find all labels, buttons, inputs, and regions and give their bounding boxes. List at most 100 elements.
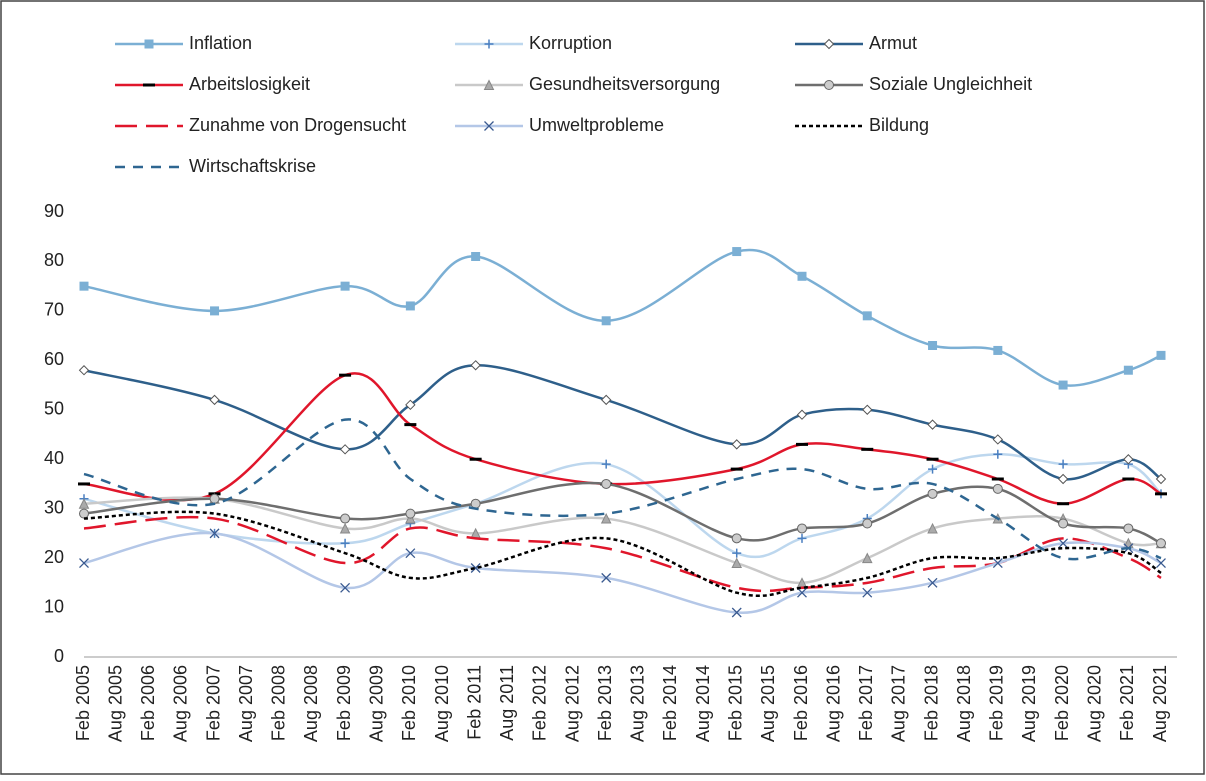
marker — [405, 399, 416, 411]
y-tick-label: 30 — [44, 497, 64, 517]
marker — [340, 281, 350, 291]
y-tick-label: 50 — [44, 399, 64, 419]
x-tick-label: Feb 2018 — [921, 665, 941, 741]
marker — [340, 513, 351, 524]
legend-label: Armut — [869, 33, 917, 53]
marker — [484, 39, 494, 49]
marker — [1123, 454, 1134, 465]
marker — [797, 523, 807, 534]
x-tick-label: Feb 2020 — [1052, 665, 1072, 741]
x-tick-label: Feb 2011 — [464, 665, 484, 740]
x-tick-label: Feb 2016 — [791, 665, 811, 741]
marker — [824, 80, 834, 90]
marker — [823, 38, 835, 50]
marker — [1123, 365, 1133, 375]
y-tick-label: 90 — [44, 201, 64, 221]
marker — [927, 488, 938, 499]
x-tick-label: Aug 2012 — [562, 665, 582, 742]
marker — [209, 493, 220, 504]
x-tick-label: Aug 2013 — [628, 665, 648, 742]
x-tick-label: Feb 2006 — [138, 665, 158, 741]
marker — [144, 39, 154, 49]
y-tick-label: 60 — [44, 349, 64, 369]
y-tick-label: 70 — [44, 300, 64, 320]
marker — [209, 528, 220, 539]
x-tick-label: Feb 2017 — [856, 665, 876, 741]
x-tick-label: Feb 2021 — [1117, 665, 1137, 741]
legend-label: Wirtschaftskrise — [189, 156, 316, 176]
marker — [1156, 558, 1166, 569]
y-tick-label: 80 — [44, 250, 64, 270]
marker — [470, 360, 481, 371]
x-tick-label: Aug 2016 — [823, 665, 843, 742]
marker — [992, 434, 1004, 445]
x-tick-label: Feb 2005 — [73, 665, 93, 741]
legend-label: Soziale Ungleichheit — [869, 74, 1032, 94]
marker — [78, 365, 90, 376]
marker — [601, 316, 611, 326]
marker — [927, 577, 938, 588]
series-line — [83, 510, 1162, 597]
marker — [797, 587, 807, 598]
marker — [143, 83, 155, 87]
legend-label: Inflation — [189, 33, 252, 53]
x-tick-label: Feb 2015 — [725, 665, 745, 741]
x-tick-label: Feb 2012 — [530, 665, 550, 741]
legend-label: Gesundheitsversorgung — [529, 74, 720, 94]
marker — [340, 582, 351, 593]
marker — [730, 467, 743, 471]
marker — [405, 548, 416, 559]
x-tick-label: Aug 2007 — [236, 665, 256, 742]
marker — [1058, 518, 1069, 529]
marker — [601, 478, 612, 489]
marker — [731, 439, 742, 450]
marker — [796, 409, 808, 420]
marker — [404, 423, 417, 427]
marker — [732, 548, 742, 558]
marker — [484, 121, 494, 131]
x-tick-label: Aug 2011 — [497, 665, 517, 741]
marker — [79, 558, 89, 569]
marker — [928, 464, 938, 474]
marker — [861, 447, 874, 451]
marker — [862, 311, 872, 321]
x-tick-label: Feb 2010 — [399, 665, 419, 741]
series-line — [83, 531, 1162, 614]
series-line — [83, 372, 1162, 505]
x-tick-label: Aug 2008 — [301, 665, 321, 742]
marker — [731, 607, 742, 618]
marker — [861, 552, 873, 564]
marker — [992, 483, 1003, 494]
marker — [601, 459, 611, 469]
marker — [1156, 350, 1166, 360]
marker — [992, 558, 1003, 569]
x-tick-label: Aug 2020 — [1084, 665, 1104, 742]
series-line — [83, 364, 1162, 481]
marker — [993, 449, 1003, 459]
series-line — [83, 515, 1162, 593]
series-line — [83, 418, 1162, 561]
marker — [470, 563, 481, 573]
x-tick-label: Feb 2007 — [203, 665, 223, 741]
legend-label: Bildung — [869, 115, 929, 135]
x-tick-label: Feb 2009 — [334, 665, 354, 741]
marker — [471, 252, 481, 261]
marker — [339, 373, 352, 377]
marker — [797, 271, 807, 281]
marker — [862, 404, 873, 415]
series-line — [83, 248, 1162, 387]
y-tick-label: 20 — [44, 547, 64, 567]
marker — [991, 477, 1004, 481]
marker — [1058, 380, 1068, 390]
marker — [993, 345, 1003, 355]
x-tick-label: Feb 2008 — [269, 665, 289, 741]
marker — [1057, 473, 1069, 485]
marker — [339, 444, 351, 455]
marker — [209, 394, 220, 406]
x-tick-label: Aug 2019 — [1019, 665, 1039, 742]
legend-label: Umweltprobleme — [529, 115, 664, 135]
marker — [405, 508, 416, 519]
marker — [862, 518, 873, 529]
